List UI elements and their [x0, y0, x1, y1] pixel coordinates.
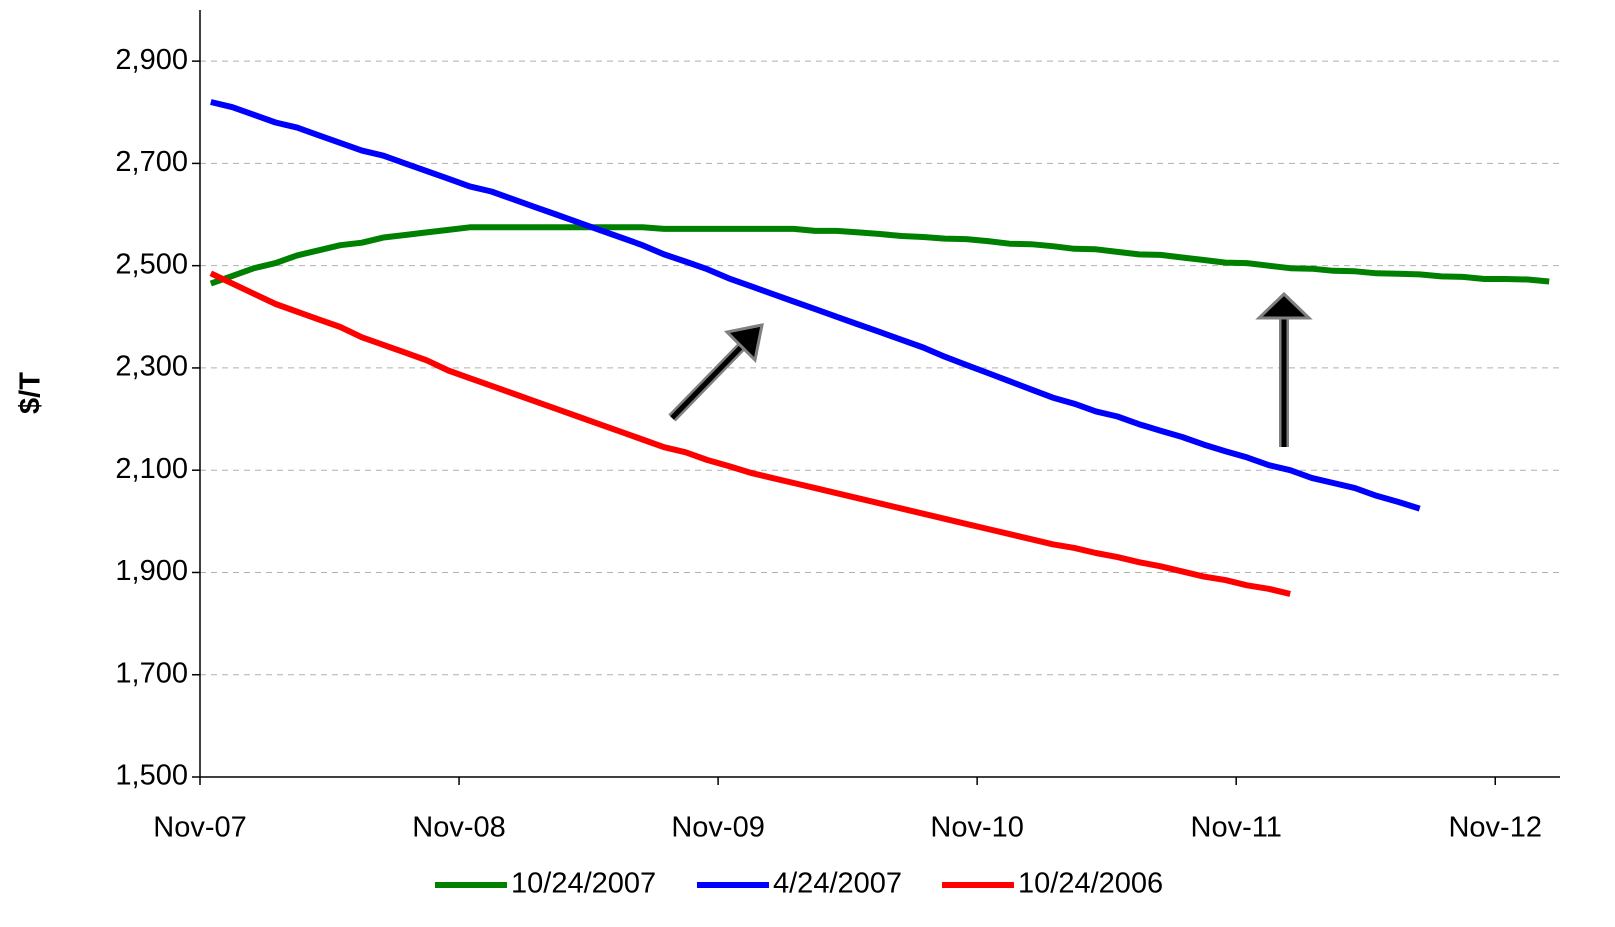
x-tick-label: Nov-12 — [1448, 812, 1542, 844]
x-tick-label: Nov-10 — [930, 812, 1024, 844]
legend-label: 10/24/2006 — [1018, 868, 1163, 900]
x-tick-label: Nov-08 — [412, 812, 506, 844]
y-tick-label: 2,500 — [115, 248, 188, 280]
series-line — [210, 99, 1421, 512]
legend-label: 10/24/2007 — [511, 868, 656, 900]
x-tick-label: Nov-07 — [153, 812, 247, 844]
legend-label: 4/24/2007 — [773, 868, 902, 900]
y-tick-label: 2,700 — [115, 146, 188, 178]
arrow — [1255, 291, 1313, 447]
series-line — [209, 224, 1550, 287]
x-tick-label: Nov-11 — [1191, 812, 1282, 844]
arrow — [668, 323, 764, 422]
series-line — [209, 270, 1291, 597]
y-tick-label: 1,900 — [115, 555, 188, 587]
y-tick-label: 2,100 — [115, 453, 188, 485]
y-tick-label: 1,700 — [115, 657, 188, 689]
y-axis-label: $/T — [15, 372, 47, 414]
annotation-arrows — [668, 291, 1313, 447]
y-tick-label: 2,900 — [115, 44, 188, 76]
y-tick-label: 1,500 — [115, 760, 188, 792]
y-tick-label: 2,300 — [115, 351, 188, 383]
x-tick-label: Nov-09 — [671, 812, 765, 844]
